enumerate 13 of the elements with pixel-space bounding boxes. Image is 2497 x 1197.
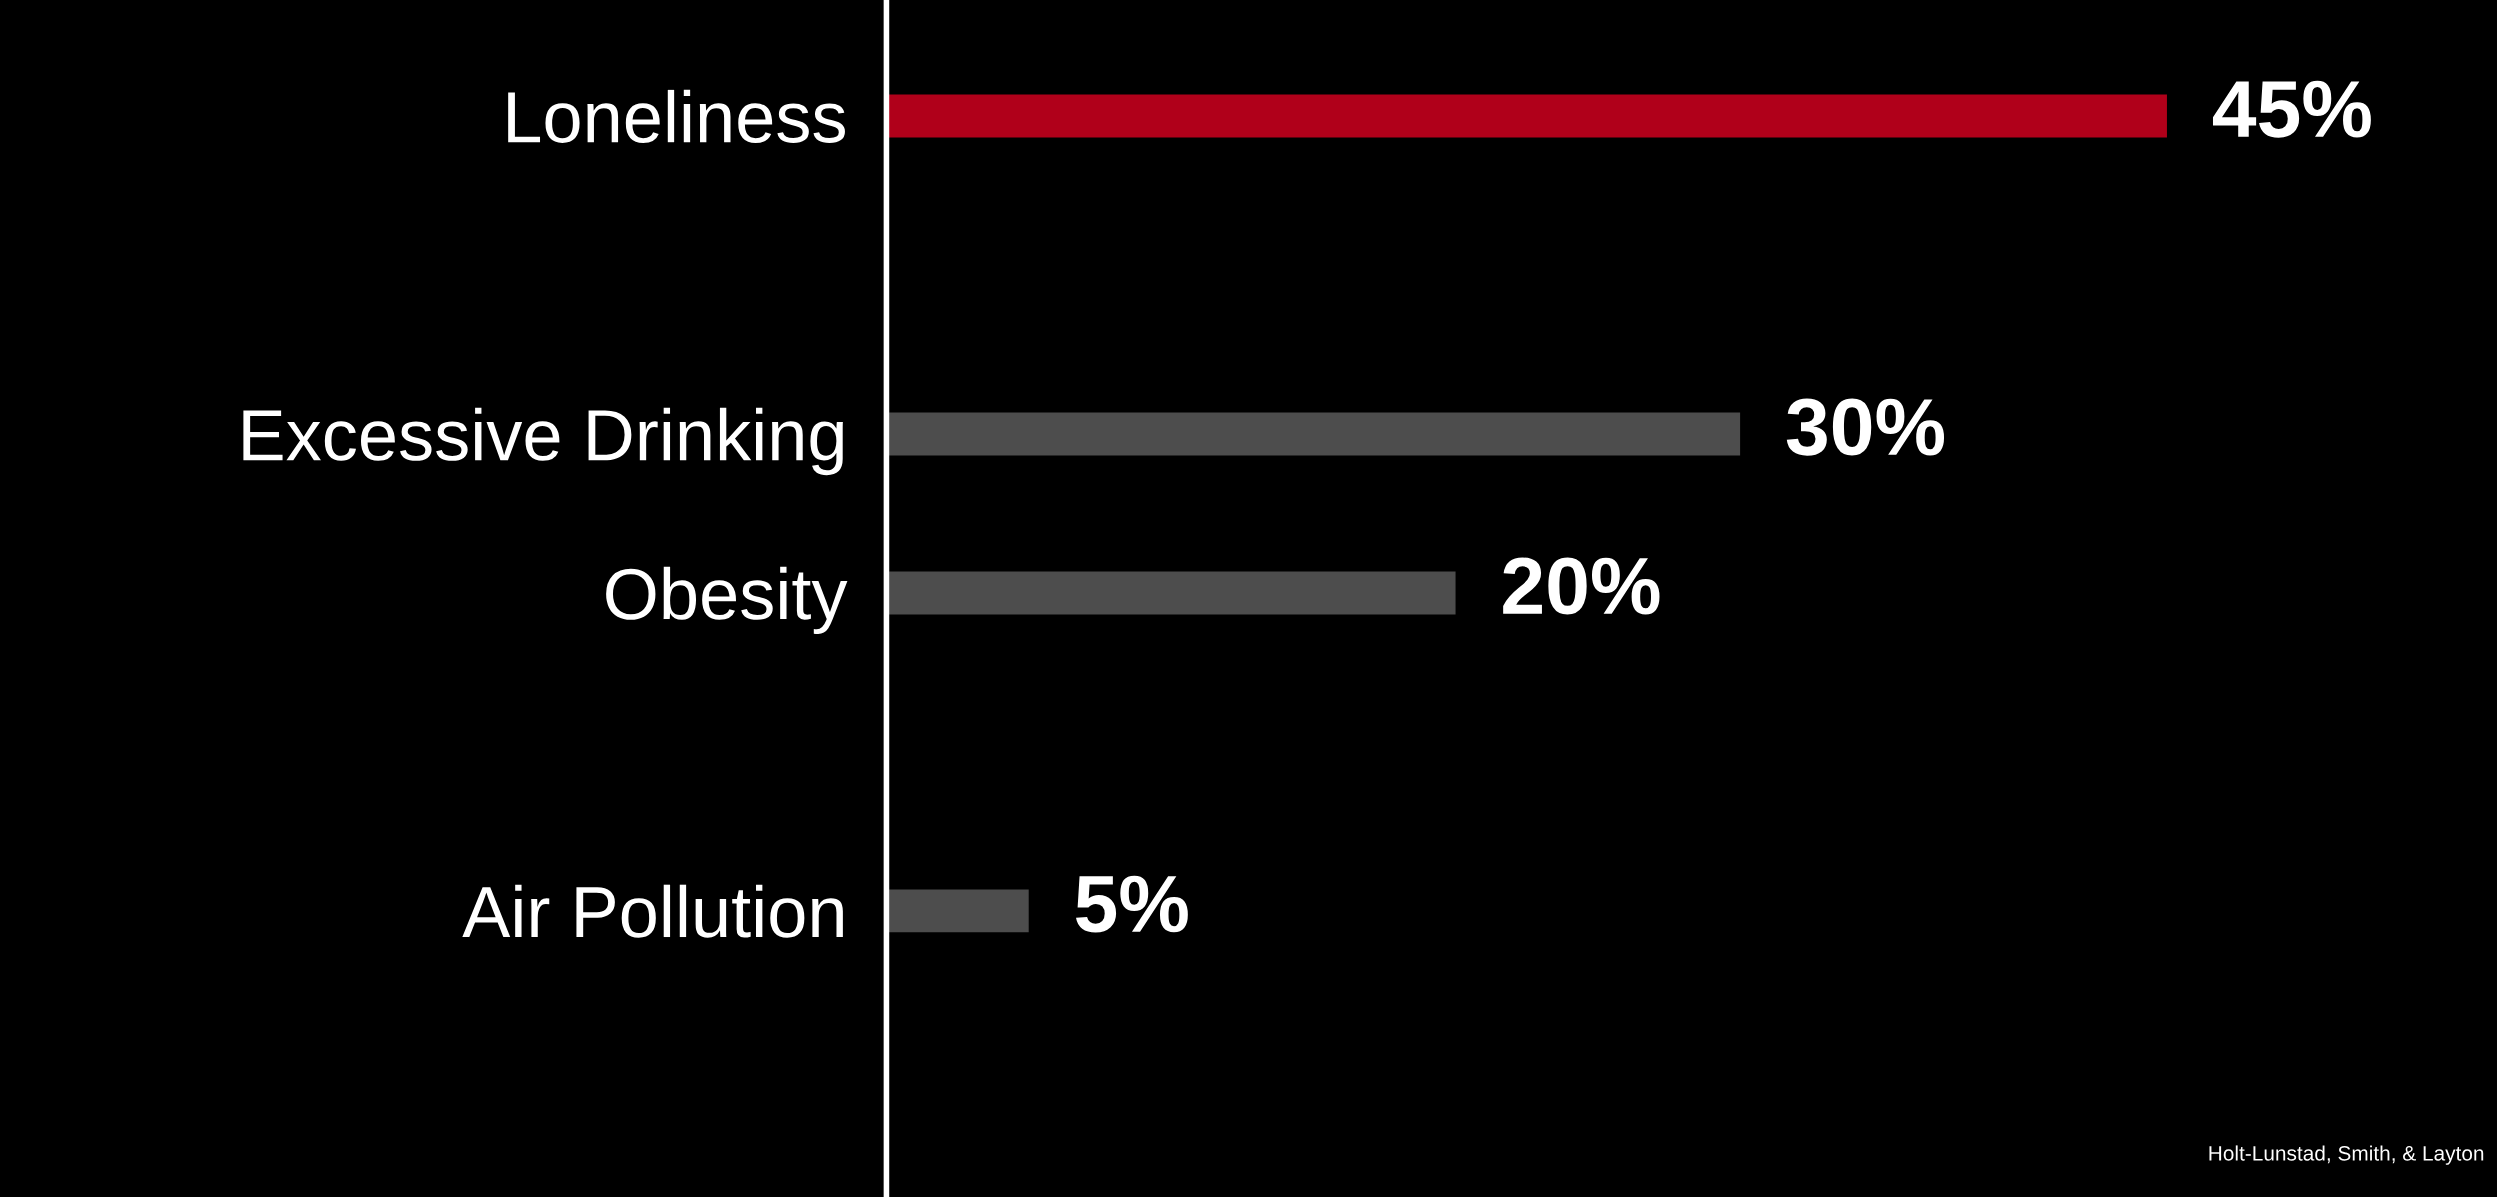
bar <box>886 412 1741 456</box>
bar <box>886 889 1029 933</box>
data-label: 45% <box>2212 80 2371 138</box>
y-tick-label: Obesity <box>606 566 848 635</box>
y-tick-label: Air Pollution <box>462 884 843 938</box>
data-label: 5% <box>1076 875 1188 933</box>
data-label: 20% <box>1503 557 1660 615</box>
text: Holt-Lunstad, Smith, & Layton <box>2209 1145 2484 1165</box>
y-tick-label: Excessive Drinking <box>243 407 843 476</box>
bar <box>886 571 1456 615</box>
y-tick-label: Loneliness <box>508 89 845 143</box>
bar <box>886 94 2167 138</box>
data-label: 30% <box>1786 398 1945 456</box>
